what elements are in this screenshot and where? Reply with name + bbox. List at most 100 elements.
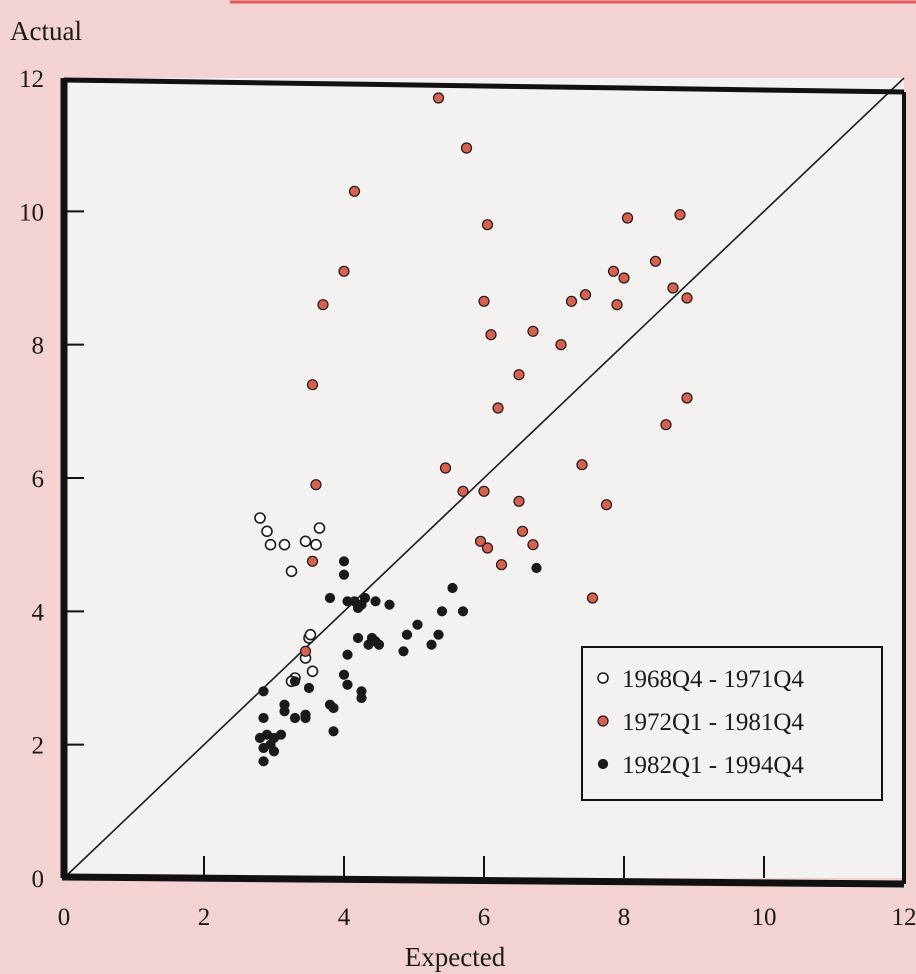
point-series-3-21 (401, 629, 413, 640)
point-series-3-27 (342, 679, 353, 690)
point-series-2-17 (649, 255, 662, 267)
point-series-3-12 (436, 606, 448, 617)
point-series-3-13 (457, 606, 469, 617)
point-series-3-8 (370, 596, 381, 607)
point-series-2-19 (667, 282, 679, 294)
x-tick-label-2: 2 (198, 904, 211, 931)
point-series-1-2 (261, 525, 273, 538)
point-series-3-48 (268, 746, 280, 757)
x-axis-title: Expected (405, 942, 506, 972)
point-series-3-23 (426, 639, 437, 650)
point-series-3-24 (433, 629, 444, 640)
x-tick-label-8: 8 (618, 904, 631, 931)
point-series-3-41 (258, 712, 269, 724)
point-series-2-27 (310, 479, 322, 491)
point-series-3-40 (258, 686, 269, 697)
y-tick-label-2: 2 (32, 733, 45, 760)
point-series-1-11 (304, 628, 317, 641)
point-series-3-11 (447, 582, 458, 594)
y-axis-title: Actual (10, 16, 82, 46)
point-series-2-30 (513, 495, 525, 507)
point-series-2-8 (485, 329, 497, 341)
point-series-3-49 (258, 756, 269, 767)
x-tick-label-4: 4 (338, 904, 351, 931)
point-series-2-14 (621, 212, 634, 224)
point-series-2-12 (579, 289, 592, 301)
point-series-1-5 (285, 565, 298, 578)
point-series-2-38 (306, 555, 319, 567)
point-series-2-29 (478, 485, 490, 497)
point-series-3-39 (300, 712, 311, 724)
point-series-2-20 (681, 292, 693, 304)
point-series-2-6 (317, 299, 329, 311)
point-series-3-18 (373, 639, 385, 650)
point-series-2-32 (600, 499, 613, 511)
x-tick-label-10: 10 (752, 904, 777, 931)
point-series-2-39 (586, 592, 599, 604)
x-tick-label-6: 6 (478, 904, 491, 931)
point-series-2-37 (495, 559, 508, 571)
point-series-2-18 (674, 209, 686, 221)
legend-box (581, 646, 883, 801)
point-series-3-33 (303, 682, 315, 694)
point-series-3-34 (289, 676, 301, 687)
point-series-3-20 (342, 649, 353, 660)
point-series-3-37 (289, 712, 301, 724)
point-series-2-9 (527, 325, 539, 337)
point-series-3-32 (328, 726, 339, 737)
y-tick-label-10: 10 (19, 199, 44, 226)
legend-label-3: 1982Q1 - 1994Q4 (622, 752, 804, 779)
x-tick-label-12: 12 (892, 904, 916, 931)
point-series-1-12 (306, 665, 319, 678)
point-series-3-47 (258, 742, 269, 754)
point-series-3-26 (338, 669, 350, 680)
point-series-1-6 (299, 535, 312, 548)
point-series-3-1 (338, 556, 350, 567)
point-series-2-24 (681, 392, 693, 404)
point-series-3-7 (359, 592, 371, 604)
chart-marks (63, 77, 905, 879)
point-series-1-8 (313, 522, 326, 534)
point-series-1-7 (310, 538, 322, 551)
point-series-3-14 (531, 562, 542, 574)
plot-frame-top (63, 77, 905, 95)
y-tick-label-8: 8 (32, 333, 45, 360)
point-series-2-15 (611, 299, 623, 311)
point-series-3-22 (412, 619, 423, 630)
point-series-2-4 (481, 219, 494, 231)
point-series-2-36 (527, 539, 539, 551)
legend-marker-3 (597, 758, 609, 770)
y-tick-label-12: 12 (19, 66, 44, 93)
point-series-1-3 (264, 538, 277, 551)
legend-label-2: 1972Q1 - 1981Q4 (622, 709, 804, 736)
point-series-1-4 (278, 538, 291, 551)
point-series-3-10 (324, 592, 336, 604)
legend: 1968Q4 - 1971Q4 1972Q1 - 1981Q4 1982Q1 - 1… (581, 646, 883, 801)
point-series-2-21 (513, 369, 525, 381)
point-series-2-3 (348, 185, 361, 197)
y-tick-label-6: 6 (32, 466, 45, 493)
point-series-1-1 (254, 512, 266, 524)
legend-label-1: 1968Q4 - 1971Q4 (622, 666, 804, 693)
point-series-2-31 (576, 459, 588, 471)
point-series-3-15 (352, 632, 364, 644)
point-series-2-16 (618, 272, 630, 284)
point-series-2-40 (299, 645, 312, 657)
point-series-2-25 (660, 419, 672, 431)
point-series-2-28 (457, 485, 469, 497)
point-series-3-31 (328, 702, 339, 714)
point-series-2-33 (516, 525, 529, 537)
point-series-3-9 (384, 599, 395, 610)
point-series-2-22 (492, 402, 504, 414)
point-series-2-26 (439, 462, 452, 474)
point-series-2-10 (555, 339, 567, 351)
axis-ticks: 0 2 4 6 8 10 12 0 2 4 6 8 10 12 (19, 66, 916, 931)
reference-line (63, 77, 905, 879)
point-series-2-13 (607, 265, 620, 277)
legend-marker-2 (597, 715, 609, 727)
point-series-2-5 (338, 265, 350, 277)
point-series-2-23 (306, 379, 319, 391)
legend-marker-1 (597, 672, 609, 684)
point-series-3-29 (356, 692, 367, 704)
